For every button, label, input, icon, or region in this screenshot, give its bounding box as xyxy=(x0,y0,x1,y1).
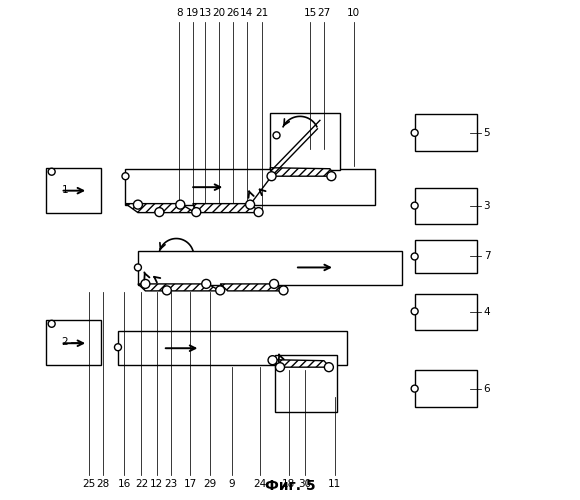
Text: 16: 16 xyxy=(117,480,130,490)
Circle shape xyxy=(192,208,201,216)
Circle shape xyxy=(202,280,211,288)
Text: 21: 21 xyxy=(255,8,268,18)
Text: 17: 17 xyxy=(184,480,197,490)
Bar xyxy=(138,251,402,285)
Text: 5: 5 xyxy=(484,128,490,138)
Text: 15: 15 xyxy=(303,8,317,18)
Circle shape xyxy=(114,344,121,350)
Circle shape xyxy=(270,280,278,288)
Text: 1: 1 xyxy=(61,185,68,195)
Circle shape xyxy=(216,286,224,295)
Text: 12: 12 xyxy=(150,480,164,490)
Text: 11: 11 xyxy=(328,480,342,490)
Text: 7: 7 xyxy=(484,252,490,262)
Bar xyxy=(415,294,477,330)
Bar xyxy=(118,331,347,364)
Bar xyxy=(270,113,340,170)
Text: 9: 9 xyxy=(229,480,235,490)
Polygon shape xyxy=(274,360,330,367)
Text: 10: 10 xyxy=(347,8,360,18)
Circle shape xyxy=(176,200,185,209)
Text: 29: 29 xyxy=(204,480,217,490)
Bar xyxy=(125,169,375,205)
Circle shape xyxy=(267,172,276,180)
Text: 8: 8 xyxy=(176,8,183,18)
Text: 6: 6 xyxy=(484,384,490,394)
Text: 26: 26 xyxy=(226,8,240,18)
Bar xyxy=(415,188,477,224)
Circle shape xyxy=(324,362,334,372)
Circle shape xyxy=(276,362,285,372)
Bar xyxy=(275,354,338,412)
Text: 19: 19 xyxy=(186,8,200,18)
Text: 25: 25 xyxy=(82,480,95,490)
Text: Фиг. 5: Фиг. 5 xyxy=(264,480,316,494)
Text: 3: 3 xyxy=(484,200,490,210)
Text: 20: 20 xyxy=(213,8,226,18)
Circle shape xyxy=(245,200,255,209)
Text: 22: 22 xyxy=(135,480,148,490)
Text: 4: 4 xyxy=(484,307,490,317)
Polygon shape xyxy=(138,284,220,291)
Circle shape xyxy=(268,356,277,364)
Circle shape xyxy=(48,320,55,328)
Circle shape xyxy=(273,132,280,139)
Text: 13: 13 xyxy=(198,8,212,18)
Circle shape xyxy=(141,280,150,288)
Polygon shape xyxy=(193,204,260,212)
Text: 24: 24 xyxy=(253,480,267,490)
Text: 18: 18 xyxy=(282,480,295,490)
Circle shape xyxy=(411,202,418,209)
Circle shape xyxy=(122,172,129,180)
Circle shape xyxy=(162,286,171,295)
Bar xyxy=(415,370,477,407)
Circle shape xyxy=(279,286,288,295)
Circle shape xyxy=(254,208,263,216)
Circle shape xyxy=(411,385,418,392)
Circle shape xyxy=(327,172,336,180)
Bar xyxy=(415,114,477,152)
Bar xyxy=(415,240,477,274)
Text: 30: 30 xyxy=(298,480,311,490)
Text: 28: 28 xyxy=(96,480,109,490)
Text: 2: 2 xyxy=(61,337,68,347)
Circle shape xyxy=(411,130,418,136)
Circle shape xyxy=(133,200,143,209)
Circle shape xyxy=(155,208,164,216)
Text: 23: 23 xyxy=(165,480,178,490)
Polygon shape xyxy=(125,204,195,212)
Circle shape xyxy=(48,168,55,175)
Bar xyxy=(46,168,100,212)
Circle shape xyxy=(135,264,142,271)
Circle shape xyxy=(411,308,418,315)
Polygon shape xyxy=(270,168,335,176)
Text: 27: 27 xyxy=(317,8,331,18)
Polygon shape xyxy=(220,284,285,291)
Bar xyxy=(46,320,100,364)
Text: 14: 14 xyxy=(240,8,253,18)
Circle shape xyxy=(411,253,418,260)
